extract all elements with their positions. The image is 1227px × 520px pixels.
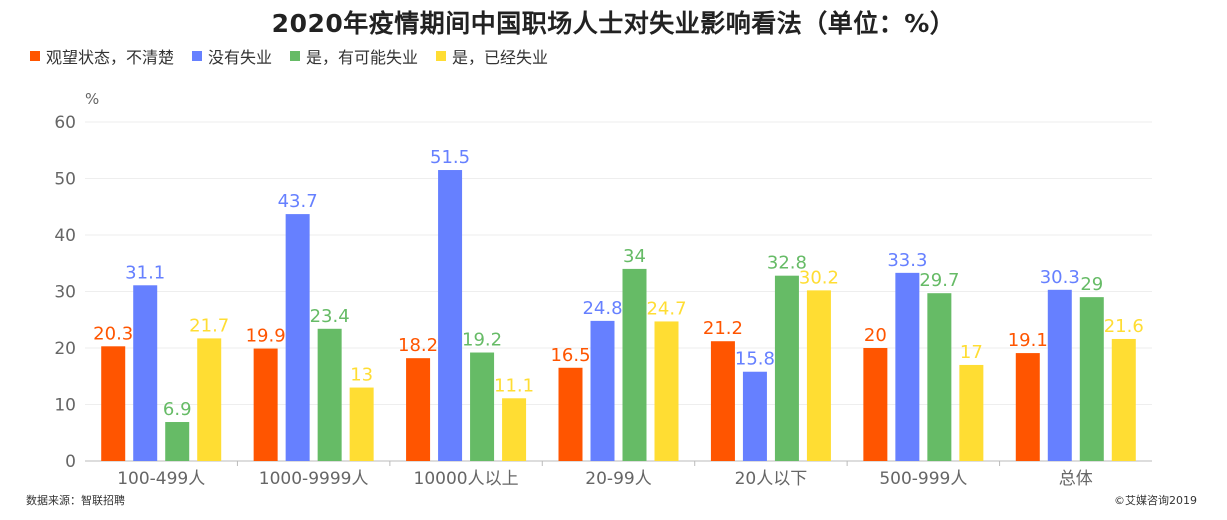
bar — [710, 341, 735, 461]
chart-title: 2020年疫情期间中国职场人士对失业影响看法（单位：%） — [271, 9, 956, 38]
bar — [1079, 297, 1104, 461]
legend: 观望状态，不清楚 没有失业 是，有可能失业 是，已经失业 — [30, 44, 548, 68]
y-tick-label: 10 — [54, 396, 76, 416]
legend-item: 是，有可能失业 — [290, 44, 418, 68]
bar — [1111, 338, 1136, 461]
data-label: 51.5 — [430, 147, 470, 168]
legend-label: 是，有可能失业 — [306, 48, 419, 67]
x-tick-label: 20-99人 — [585, 469, 651, 489]
legend-swatch — [192, 51, 203, 61]
bar — [590, 320, 615, 461]
source-note: 数据来源：智联招聘 — [26, 494, 125, 507]
legend-label: 没有失业 — [208, 48, 273, 67]
bar — [622, 268, 647, 461]
data-label: 19.9 — [246, 326, 286, 347]
x-tick-label: 100-499人 — [117, 469, 205, 489]
bar — [927, 293, 952, 461]
bar — [895, 272, 920, 461]
data-label: 30.3 — [1040, 267, 1080, 288]
y-tick-label: 40 — [54, 226, 76, 246]
bar — [253, 348, 278, 461]
data-label: 43.7 — [278, 191, 318, 212]
data-label: 16.5 — [550, 345, 590, 366]
y-axis-label: % — [85, 90, 99, 108]
data-label: 13 — [350, 365, 373, 386]
legend-label: 是，已经失业 — [452, 48, 549, 67]
bar — [774, 275, 799, 461]
data-label: 21.7 — [189, 315, 229, 336]
data-label: 21.6 — [1104, 316, 1144, 337]
copyright: ©艾媒咨询2019 — [1114, 494, 1197, 507]
legend-swatch — [290, 51, 301, 61]
x-tick-label: 10000人以上 — [414, 469, 519, 489]
bar — [438, 170, 463, 461]
data-label: 31.1 — [125, 262, 165, 283]
data-label: 19.1 — [1008, 330, 1048, 351]
data-label: 21.2 — [703, 318, 743, 339]
data-label: 23.4 — [310, 306, 350, 327]
data-label: 17 — [960, 342, 983, 363]
legend-label: 观望状态，不清楚 — [46, 48, 175, 67]
data-label: 29 — [1080, 274, 1103, 295]
bar — [502, 398, 527, 461]
data-label: 11.1 — [494, 375, 534, 396]
bar — [742, 371, 767, 461]
x-tick-label: 总体 — [1059, 469, 1093, 489]
x-tick-label: 500-999人 — [879, 469, 967, 489]
data-label: 18.2 — [398, 335, 438, 356]
data-label: 29.7 — [919, 270, 959, 291]
bar — [959, 364, 984, 461]
legend-swatch — [436, 51, 447, 61]
bar — [1015, 353, 1040, 461]
data-label: 32.8 — [767, 253, 807, 274]
bar — [285, 214, 310, 461]
bar — [558, 367, 583, 461]
bar — [349, 387, 374, 461]
legend-item: 没有失业 — [192, 44, 272, 68]
y-tick-label: 60 — [54, 113, 76, 133]
data-label: 34 — [623, 246, 646, 267]
data-label: 24.7 — [646, 298, 686, 319]
x-tick-label: 20人以下 — [735, 469, 808, 489]
data-label: 20 — [864, 325, 887, 346]
bar — [654, 321, 679, 461]
data-label: 19.2 — [462, 330, 502, 351]
bar — [197, 338, 222, 461]
x-tick-label: 1000-9999人 — [259, 469, 369, 489]
data-label: 20.3 — [93, 323, 133, 344]
y-tick-label: 50 — [54, 170, 76, 190]
bar — [101, 346, 126, 461]
data-label: 33.3 — [887, 250, 927, 271]
legend-item: 是，已经失业 — [436, 44, 548, 68]
bar — [470, 352, 495, 461]
data-label: 24.8 — [582, 298, 622, 319]
data-label: 30.2 — [799, 267, 839, 288]
bar — [806, 290, 831, 461]
bar — [317, 328, 342, 461]
y-tick-label: 0 — [65, 452, 76, 472]
bar — [406, 358, 431, 461]
legend-swatch — [30, 51, 40, 61]
bar — [133, 285, 158, 461]
bar — [165, 422, 190, 461]
bar — [1047, 289, 1072, 461]
data-label: 15.8 — [735, 349, 775, 370]
bar — [863, 348, 888, 461]
y-tick-label: 30 — [54, 283, 76, 303]
y-tick-label: 20 — [54, 339, 76, 359]
legend-item: 观望状态，不清楚 — [30, 44, 174, 68]
data-label: 6.9 — [163, 399, 192, 420]
